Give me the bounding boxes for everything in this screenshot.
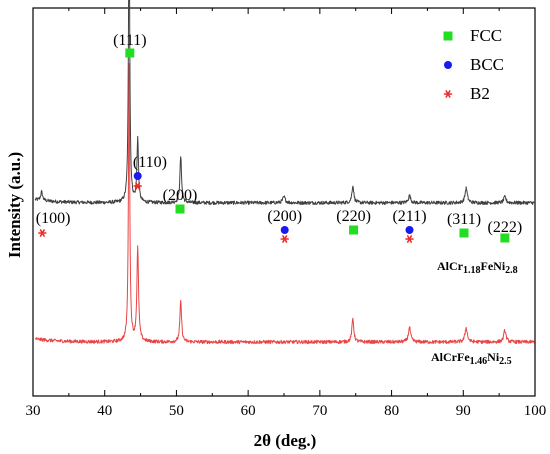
- y-axis-title: Intensity (a.u.): [5, 152, 24, 258]
- square-marker: [125, 48, 135, 58]
- square-legend-icon: [443, 31, 453, 41]
- x-tick-label: 60: [241, 403, 256, 419]
- peak-label: (220): [336, 208, 371, 225]
- legend-entry: BCC: [444, 55, 504, 74]
- x-tick-label: 50: [169, 403, 184, 419]
- legend-label: BCC: [470, 55, 504, 74]
- peak-annotation: (110): [133, 154, 167, 190]
- x-tick-label: 80: [384, 403, 399, 419]
- square-marker: [349, 225, 359, 235]
- x-tick-label: 90: [456, 403, 471, 419]
- x-tick-label: 100: [524, 403, 547, 419]
- circle-marker: [405, 226, 414, 234]
- peak-label: (200): [267, 208, 302, 225]
- series-line: [34, 63, 535, 345]
- series-layer: AlCr1.18FeNi2.8 AlCrFe1.46Ni2.5: [34, 0, 535, 367]
- legend-label: FCC: [470, 26, 502, 45]
- peak-annotation: (111): [113, 32, 147, 58]
- asterisk-stroke: [445, 90, 451, 98]
- peak-label: (100): [36, 210, 71, 227]
- peak-annotation: (200): [267, 208, 302, 243]
- asterisk-stroke: [39, 229, 45, 237]
- square-marker: [459, 228, 469, 238]
- series-label: AlCr1.18FeNi2.8: [437, 259, 518, 276]
- asterisk-stroke: [282, 235, 288, 243]
- peak-annotation: (211): [392, 208, 427, 243]
- square-marker: [500, 233, 510, 243]
- peak-annotation: (200): [163, 187, 198, 214]
- peak-annotation: (222): [488, 219, 523, 243]
- asterisk-legend-icon: [443, 90, 453, 98]
- circle-marker: [133, 172, 142, 180]
- asterisk-marker: [280, 235, 290, 243]
- x-tick-label: 70: [312, 403, 327, 419]
- x-tick-label: 30: [26, 403, 41, 419]
- asterisk-stroke: [406, 235, 413, 243]
- peak-annotations: (100) (111) (110) (200) (200) (220) (211) (311)…: [36, 32, 522, 243]
- x-tick-label: 40: [97, 403, 112, 419]
- series-line: [34, 0, 535, 205]
- peak-label: (222): [488, 219, 523, 236]
- peak-label: (111): [113, 32, 146, 49]
- peak-annotation: (220): [336, 208, 371, 235]
- legend-label: B2: [470, 84, 490, 103]
- legend-entry: FCC: [443, 26, 502, 45]
- asterisk-marker: [405, 235, 414, 243]
- peak-label: (311): [447, 211, 481, 228]
- asterisk-marker: [38, 229, 47, 237]
- legend-entry: B2: [443, 84, 490, 103]
- peak-label: (211): [392, 208, 426, 225]
- circle-marker: [280, 226, 289, 234]
- peak-label: (110): [133, 154, 167, 171]
- circle-legend-icon: [444, 61, 452, 69]
- square-marker: [175, 204, 185, 214]
- peak-label: (200): [163, 187, 198, 204]
- peak-annotation: (311): [447, 211, 481, 238]
- x-axis-title: 2θ (deg.): [254, 431, 317, 450]
- series-label: AlCrFe1.46Ni2.5: [431, 350, 512, 367]
- axes: 30 40 50 60 70 80 90 100: [26, 8, 547, 419]
- asterisk-stroke: [135, 182, 141, 190]
- asterisk-marker: [133, 182, 143, 190]
- peak-annotation: (100): [36, 210, 71, 237]
- legend: FCC BCC B2: [443, 26, 504, 103]
